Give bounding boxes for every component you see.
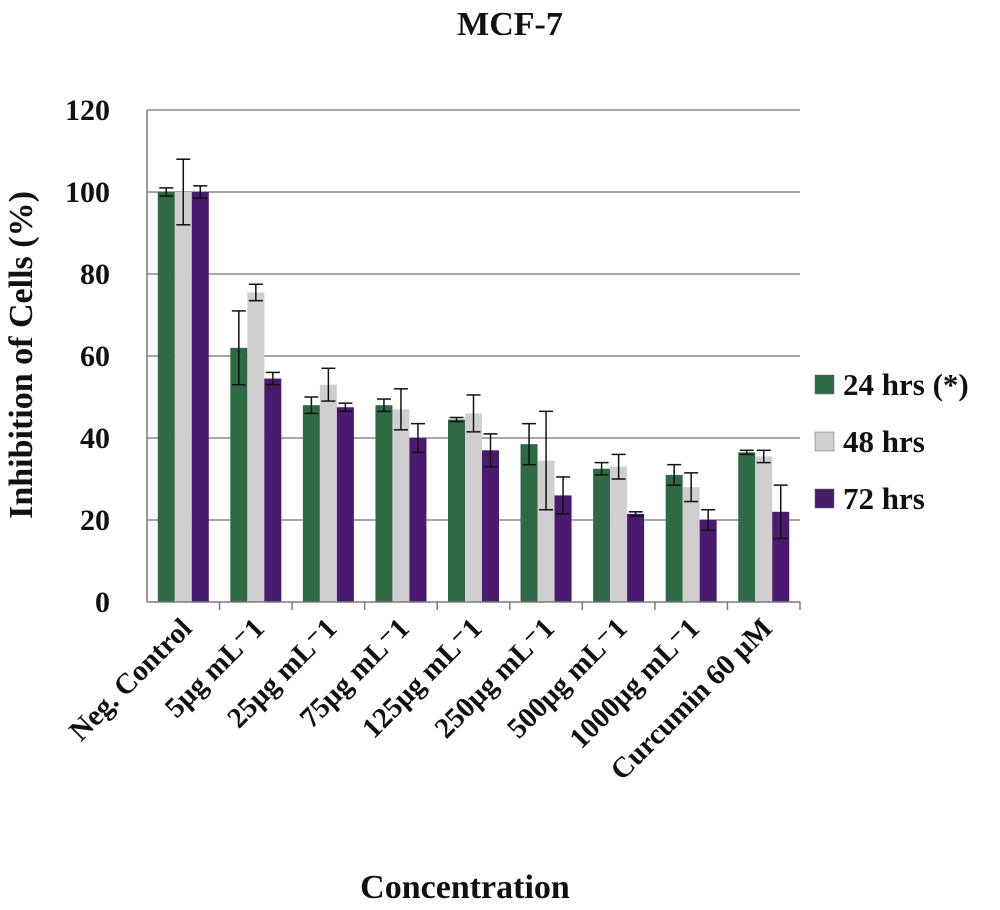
bar	[174, 192, 192, 602]
bar	[302, 405, 320, 602]
bars	[157, 192, 790, 602]
axes	[146, 110, 801, 610]
bar	[191, 192, 209, 602]
bar	[319, 384, 337, 602]
y-tick-label: 20	[80, 504, 110, 537]
y-tick-labels: 0 20 40 60 80 100 120	[65, 94, 110, 619]
error-bars	[159, 158, 788, 540]
bar	[554, 495, 572, 602]
legend: 24 hrs (*) 48 hrs 72 hrs	[814, 367, 969, 516]
y-tick-label: 120	[65, 94, 110, 127]
y-tick-label: 60	[80, 340, 110, 373]
legend-swatch	[814, 374, 835, 395]
legend-swatch	[814, 431, 835, 452]
y-tick-label: 100	[65, 176, 110, 209]
bar	[157, 192, 175, 602]
y-tick-label: 0	[95, 586, 110, 619]
y-axis-title: Inhibition of Cells (%)	[3, 191, 40, 519]
bar	[755, 456, 773, 602]
category-label: Neg. Control	[63, 612, 198, 747]
bar	[465, 413, 482, 602]
bar	[772, 511, 790, 602]
bar	[409, 438, 427, 602]
bar	[482, 450, 499, 602]
legend-label: 72 hrs	[843, 481, 925, 516]
x-axis-title: Concentration	[360, 869, 570, 906]
bar	[682, 487, 700, 602]
bar	[247, 292, 265, 602]
bar	[665, 474, 683, 602]
bar	[375, 405, 393, 602]
y-tick-label: 80	[80, 258, 110, 291]
bar	[699, 520, 717, 602]
bar	[392, 409, 410, 602]
bar	[264, 378, 282, 602]
chart-title: MCF-7	[457, 6, 563, 43]
bar	[336, 407, 354, 602]
bar	[537, 460, 555, 602]
bar	[520, 444, 538, 602]
bar	[448, 419, 465, 602]
bar	[738, 452, 756, 602]
legend-label: 24 hrs (*)	[843, 367, 969, 402]
bar	[610, 466, 628, 602]
bar	[593, 468, 611, 602]
legend-label: 48 hrs	[843, 424, 925, 459]
bar	[230, 347, 248, 602]
legend-swatch	[814, 488, 835, 509]
bar	[627, 513, 645, 602]
y-tick-label: 40	[80, 422, 110, 455]
